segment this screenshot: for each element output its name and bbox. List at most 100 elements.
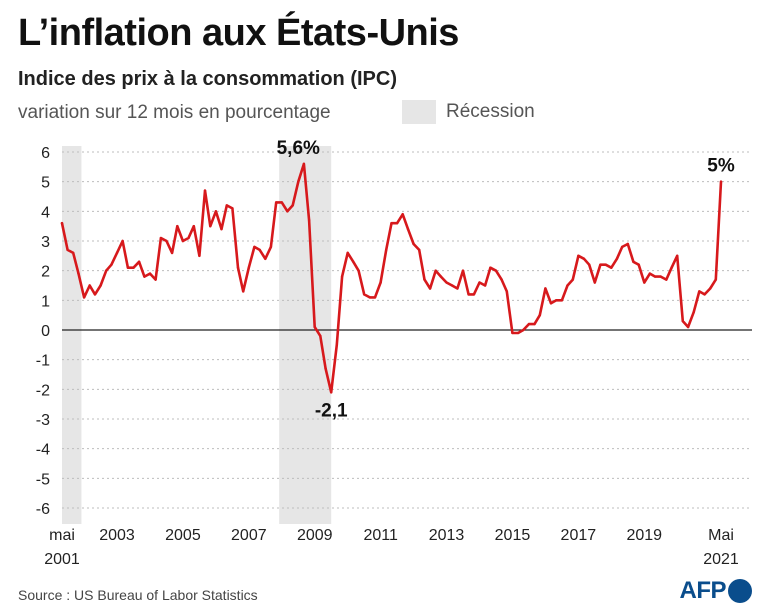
data-point [478,281,481,284]
data-point [99,284,102,287]
x-tick-label: 2013 [429,527,465,544]
data-point [77,272,80,275]
data-point [593,281,597,284]
legend-swatch-recession [402,100,436,124]
data-point [467,293,470,296]
data-point [637,263,640,266]
data-point [555,299,558,302]
data-point [379,281,382,284]
x-tick-sublabel: 2001 [44,551,80,568]
data-point [643,281,646,284]
data-point [719,180,723,183]
data-point [439,275,443,278]
data-point [653,275,657,278]
data-point [143,275,146,278]
data-point [225,204,228,207]
afp-logo-text: AFP [679,577,727,604]
data-point [406,227,410,231]
data-point [302,162,306,166]
data-point [258,248,261,252]
data-point [544,287,547,290]
data-point [516,331,520,335]
data-point [307,219,311,222]
data-point [335,343,339,347]
data-point [445,281,448,284]
x-tick-label: Mai [708,527,734,544]
y-tick-label: 3 [41,234,50,251]
data-point [538,313,541,317]
chart-title: L’inflation aux États-Unis [18,12,459,54]
y-tick-label: 2 [41,264,50,281]
data-point [450,284,454,287]
data-point [692,311,695,314]
data-point [686,325,690,329]
data-point [395,222,399,225]
data-point [648,272,652,275]
x-tick-label: 2017 [561,527,597,544]
y-tick-label: 4 [41,204,50,221]
data-point [154,278,157,281]
x-tick-label: 2005 [165,527,201,544]
series-line [60,162,723,394]
data-point [714,278,717,281]
data-point [313,325,316,329]
data-point [390,222,393,225]
data-point [456,287,459,290]
x-tick-label: 2003 [99,527,135,544]
data-point [604,263,607,266]
y-tick-label: -6 [36,501,50,518]
data-point [708,287,712,290]
data-point [231,207,234,210]
data-point [269,245,273,249]
x-tick-label: 2009 [297,527,333,544]
data-point [247,266,251,269]
source-note: Source : US Bureau of Labor Statistics [18,587,258,603]
data-point [280,201,283,204]
legend-label-recession: Récession [446,101,535,122]
data-point [494,269,498,272]
data-point [676,254,679,258]
data-point [286,210,289,213]
data-point [362,293,366,296]
data-point [253,245,256,249]
data-point [670,266,673,269]
data-annotation: -2,1 [315,400,348,421]
y-tick-label: -2 [36,382,50,399]
x-tick-label: 2015 [495,527,531,544]
x-tick-label: 2007 [231,527,267,544]
data-point [566,284,569,287]
data-point [104,269,108,272]
legend: Récession [402,100,535,124]
data-point [324,367,327,370]
data-point [137,260,141,263]
unit-label: variation sur 12 mois en pourcentage [18,102,331,123]
data-point [472,293,476,296]
data-point [626,242,629,246]
data-point [522,328,525,332]
data-point [203,189,207,192]
data-point [483,284,487,287]
chart-subtitle: Indice des prix à la consommation (IPC) [18,68,397,90]
y-tick-label: 5 [41,175,50,192]
x-tick-label: 2019 [626,527,662,544]
data-point [181,239,185,243]
data-point [533,322,536,326]
data-point [703,293,706,296]
data-point [582,257,586,260]
data-point [319,334,322,338]
data-point [330,391,333,394]
data-point [352,260,355,263]
data-point [93,293,97,296]
data-point [220,227,223,231]
data-point [461,269,465,272]
y-tick-label: -5 [36,471,50,488]
recession-band [279,146,332,524]
data-point [159,236,163,240]
data-point [214,210,218,213]
data-point [620,245,624,249]
data-point [659,275,662,278]
data-point [192,224,196,228]
data-point [121,239,124,243]
data-point [264,257,267,260]
